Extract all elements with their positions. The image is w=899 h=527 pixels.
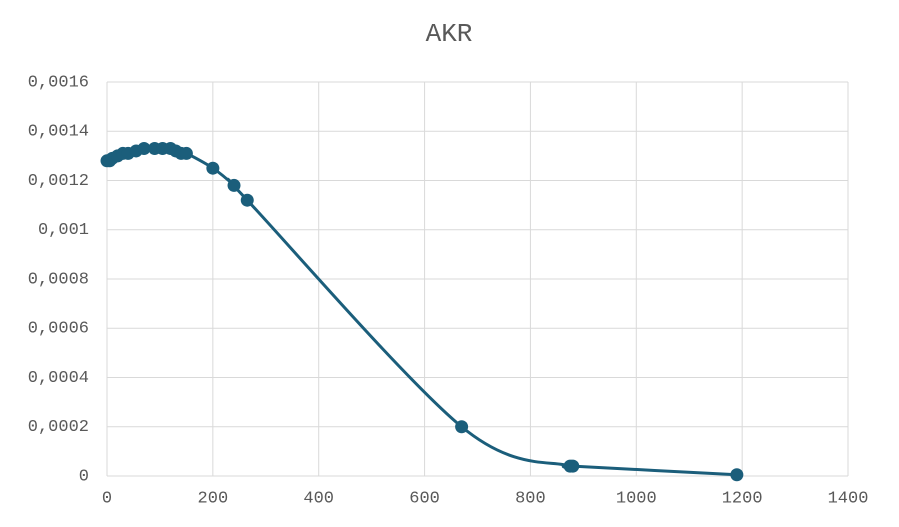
data-point	[179, 146, 193, 160]
x-tick-label: 400	[303, 489, 334, 508]
x-tick-label: 1200	[722, 489, 763, 508]
data-point	[227, 178, 241, 192]
y-tick-label: 0,0002	[28, 418, 89, 437]
y-tick-label: 0,0004	[28, 369, 89, 388]
data-point	[137, 141, 151, 155]
x-tick-label: 1400	[828, 489, 869, 508]
y-tick-label: 0,0008	[28, 270, 89, 289]
data-point	[730, 468, 744, 482]
chart-title: AKR	[426, 19, 473, 49]
data-point	[566, 459, 580, 473]
data-point	[206, 161, 220, 175]
data-line	[106, 146, 737, 477]
y-tick-label: 0	[79, 467, 89, 486]
x-tick-label: 800	[515, 489, 546, 508]
x-tick-label: 0	[102, 489, 112, 508]
y-tick-label: 0,001	[38, 221, 89, 240]
data-point	[240, 193, 254, 207]
y-tick-label: 0,0012	[28, 172, 89, 191]
data-point	[455, 420, 469, 434]
x-tick-label: 200	[198, 489, 229, 508]
y-tick-label: 0,0014	[28, 123, 89, 142]
y-tick-label: 0,0016	[28, 73, 89, 92]
x-tick-label: 600	[409, 489, 440, 508]
y-tick-label: 0,0006	[28, 320, 89, 339]
x-tick-label: 1000	[616, 489, 657, 508]
